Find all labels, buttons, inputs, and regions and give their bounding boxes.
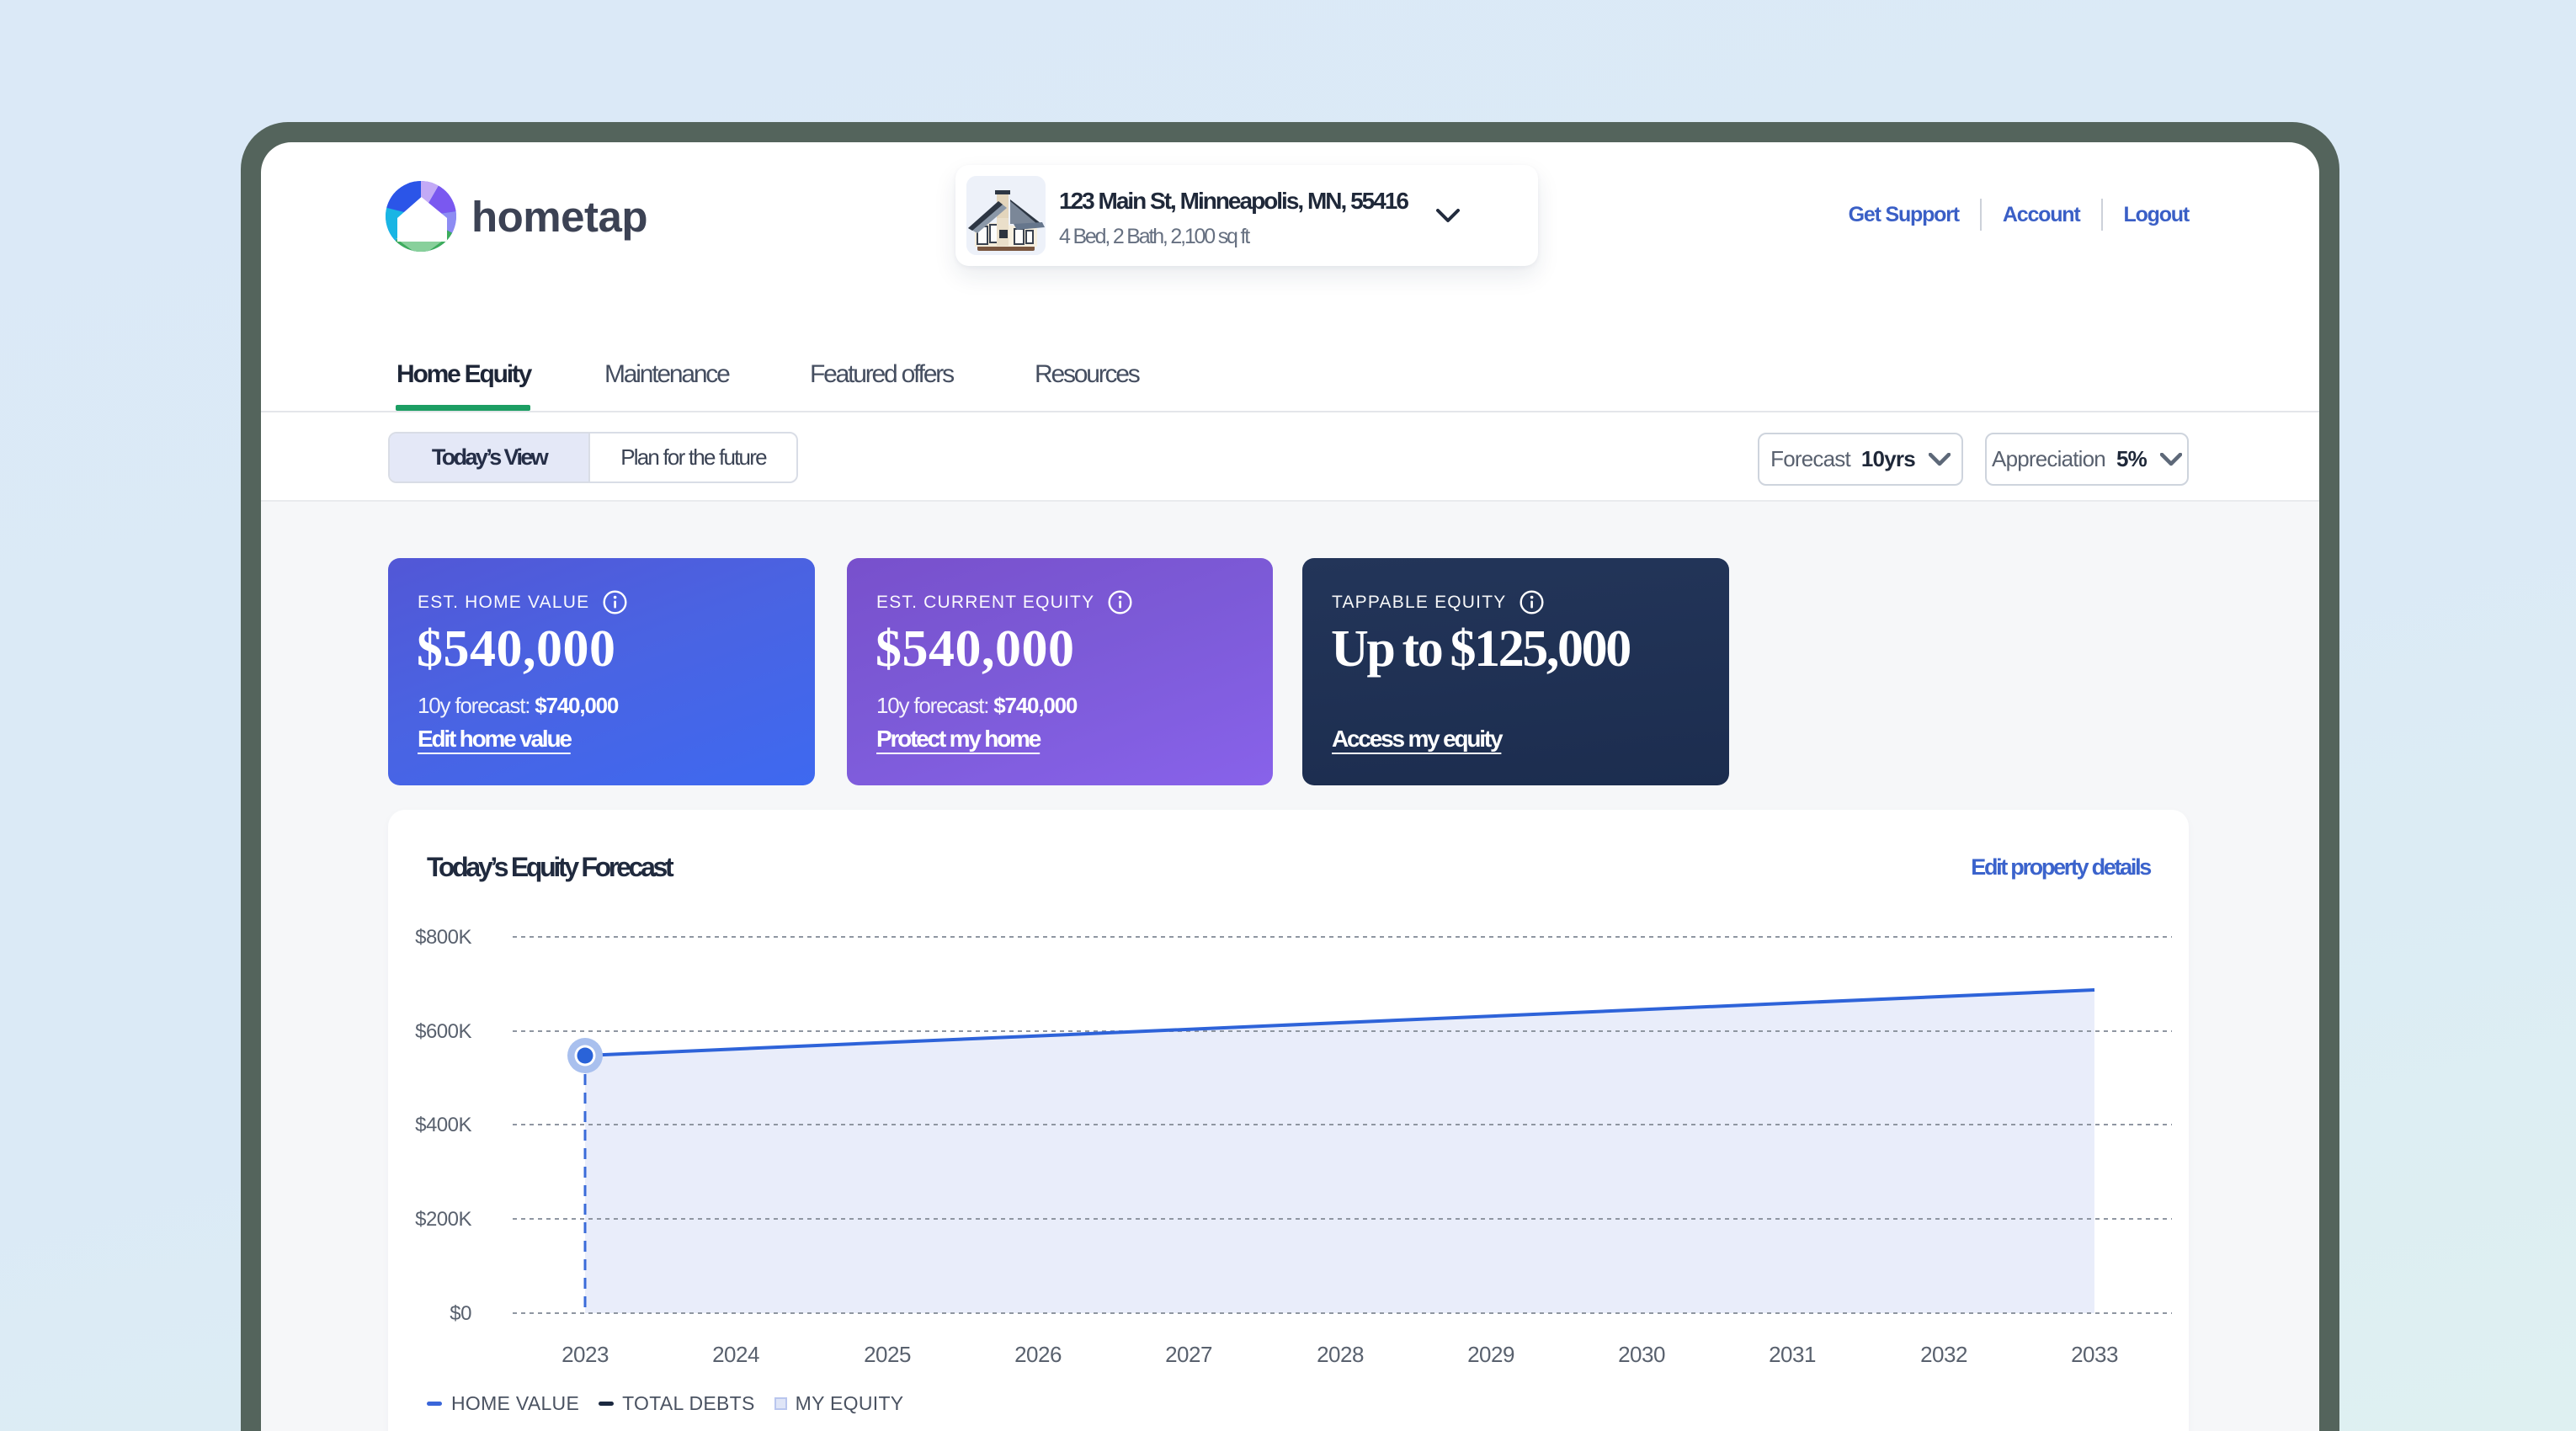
svg-text:2032: 2032	[1920, 1342, 1967, 1367]
svg-text:$200K: $200K	[415, 1208, 471, 1231]
svg-text:2029: 2029	[1467, 1342, 1514, 1367]
svg-text:2030: 2030	[1618, 1342, 1665, 1367]
svg-text:2031: 2031	[1769, 1342, 1816, 1367]
svg-text:$400K: $400K	[415, 1114, 471, 1136]
svg-text:2026: 2026	[1014, 1342, 1062, 1367]
svg-text:$0: $0	[450, 1302, 471, 1325]
svg-text:2027: 2027	[1165, 1342, 1212, 1367]
svg-text:$800K: $800K	[415, 926, 471, 949]
svg-text:2033: 2033	[2071, 1342, 2118, 1367]
svg-text:$600K: $600K	[415, 1020, 471, 1043]
svg-text:2023: 2023	[562, 1342, 609, 1367]
svg-text:2025: 2025	[864, 1342, 911, 1367]
svg-text:2024: 2024	[712, 1342, 759, 1367]
svg-text:2028: 2028	[1317, 1342, 1364, 1367]
